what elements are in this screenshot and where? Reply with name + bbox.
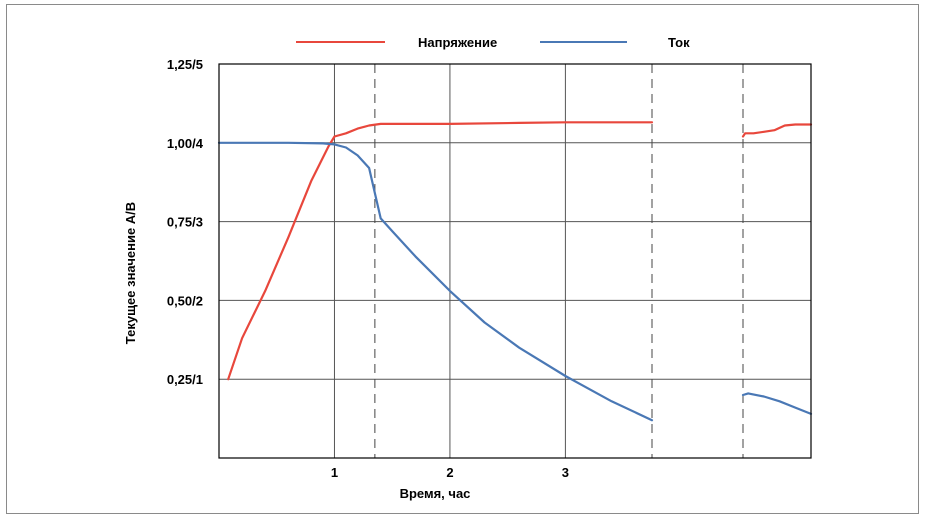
series-0-segment-0 — [227, 121, 654, 381]
series-lines — [217, 121, 813, 422]
x-tick-label-1: 2 — [446, 465, 453, 480]
series-1-segment-1 — [741, 392, 813, 415]
y-tick-label-0: 0,25/1 — [167, 372, 203, 387]
y-axis-title: Текущее значение А/В — [123, 202, 138, 344]
series-0-segment-1 — [741, 123, 813, 138]
tick-labels: 0,25/1 0,50/2 0,75/3 1,00/4 1,25/5 1 2 3 — [167, 57, 569, 480]
legend: Напряжение Ток — [296, 35, 690, 50]
y-tick-label-1: 0,50/2 — [167, 293, 203, 308]
x-tick-label-2: 3 — [562, 465, 569, 480]
series-1-segment-0 — [217, 141, 654, 422]
x-axis-title: Время, час — [400, 486, 471, 501]
legend-label-current: Ток — [668, 35, 690, 50]
plot-area-border — [218, 63, 812, 459]
y-tick-label-4: 1,25/5 — [167, 57, 203, 72]
chart-frame — [6, 4, 919, 514]
y-tick-label-2: 0,75/3 — [167, 215, 203, 230]
legend-label-voltage: Напряжение — [418, 35, 497, 50]
dashed-reference-lines — [374, 64, 744, 458]
x-tick-label-0: 1 — [331, 465, 338, 480]
y-tick-label-3: 1,00/4 — [167, 136, 204, 151]
